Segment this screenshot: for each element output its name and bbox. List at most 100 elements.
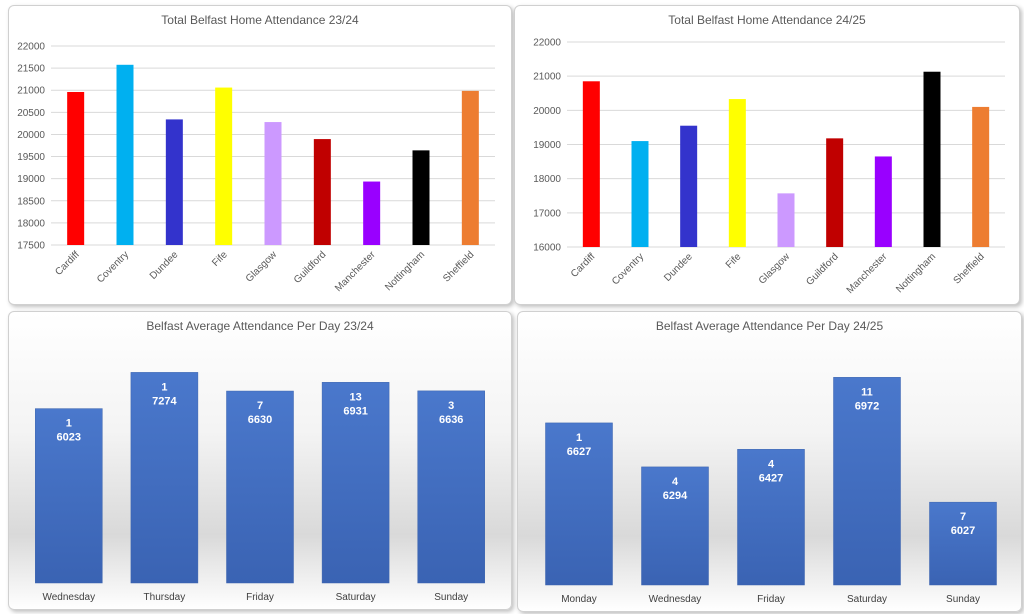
y-tick-label: 17500 (17, 241, 45, 252)
x-tick-label: Fife (210, 249, 230, 269)
chart-title: Belfast Average Attendance Per Day 23/24 (146, 319, 374, 333)
x-tick-label: Manchester (845, 251, 890, 296)
chart-svg: 1 6627 Monday 4 6294 Wednesday 4 6427 Friday 11 69… (545, 377, 997, 605)
bar-sunday (417, 390, 485, 584)
bar-friday (737, 449, 805, 586)
bar-value-label: 6931 (343, 405, 367, 417)
bar-glasgow (777, 193, 795, 247)
bar-dundee (165, 119, 183, 245)
x-tick-label: Fife (724, 251, 744, 271)
y-tick-label: 20000 (17, 130, 45, 141)
chart-svg: 1 6023 Wednesday 1 7274 Thursday 7 6630 Friday 13… (35, 372, 485, 603)
bar-monday (545, 422, 613, 586)
chart-svg: 16000 17000 18000 19000 20000 21000 22000 Cardi… (533, 38, 1005, 296)
bar-count-label: 1 (161, 381, 167, 393)
bar-count-label: 11 (861, 386, 873, 398)
y-tick-label: 18000 (533, 174, 561, 185)
x-tick-label: Cardiff (569, 251, 598, 280)
chart-title: Belfast Average Attendance Per Day 24/25 (655, 319, 884, 333)
bar-nottingham (412, 150, 430, 245)
bar-value-label: 6294 (663, 490, 688, 502)
bar-fife (728, 99, 746, 247)
x-tick-label: Saturday (336, 592, 376, 603)
x-tick-label: Cardiff (53, 249, 82, 278)
bar-value-label: 6027 (951, 525, 975, 537)
x-tick-label: Guildford (804, 251, 840, 287)
chart-title: Total Belfast Home Attendance 24/25 (668, 13, 866, 27)
x-tick-label: Sheffield (952, 251, 987, 286)
bar-cardiff (67, 91, 85, 245)
x-tick-label: Nottingham (894, 251, 938, 295)
bar-friday (226, 390, 294, 584)
bar-saturday (321, 382, 390, 584)
bar-dundee (680, 125, 698, 247)
x-tick-label: Thursday (144, 592, 186, 603)
x-tick-label: Guildford (292, 249, 328, 285)
y-tick-label: 22000 (17, 42, 45, 53)
y-tick-label: 18000 (17, 218, 45, 229)
y-tick-label: 21000 (17, 86, 45, 97)
bar-coventry (116, 64, 134, 245)
y-tick-label: 19000 (533, 140, 561, 151)
x-tick-label: Friday (757, 594, 785, 605)
x-tick-label: Coventry (610, 251, 646, 287)
chart-panel-team-attendance-2425: Total Belfast Home Attendance 24/25 1600… (514, 5, 1020, 305)
bar-coventry (631, 141, 649, 247)
bar-count-label: 1 (66, 418, 72, 430)
bar-sheffield (972, 106, 990, 248)
bar-count-label: 4 (768, 458, 775, 470)
bar-guildford (826, 138, 844, 247)
bar-count-label: 7 (257, 400, 263, 412)
bar-fife (215, 87, 233, 246)
bar-count-label: 3 (448, 400, 454, 412)
chart-panel-team-attendance-2324: Total Belfast Home Attendance 23/24 1750… (8, 5, 512, 305)
x-tick-label: Coventry (95, 249, 131, 285)
bar-count-label: 7 (960, 511, 966, 523)
x-tick-label: Nottingham (383, 249, 427, 293)
x-tick-label: Wednesday (649, 594, 702, 605)
y-tick-label: 18500 (17, 196, 45, 207)
bar-nottingham (923, 71, 941, 247)
bar-cardiff (582, 81, 600, 248)
x-tick-label: Dundee (662, 251, 695, 284)
y-tick-label: 17000 (533, 208, 561, 219)
x-tick-label: Dundee (148, 249, 181, 282)
bar-manchester (874, 156, 892, 247)
bar-value-label: 6427 (759, 472, 783, 484)
x-tick-label: Wednesday (42, 592, 95, 603)
bar-value-label: 6023 (57, 432, 81, 444)
y-tick-label: 21000 (533, 72, 561, 83)
x-tick-label: Glasgow (244, 249, 280, 285)
bar-value-label: 6636 (439, 414, 463, 426)
y-tick-label: 19500 (17, 152, 45, 163)
bar-value-label: 6627 (567, 446, 591, 458)
y-tick-label: 21500 (17, 64, 45, 75)
x-tick-label: Sheffield (441, 249, 476, 284)
bar-wednesday (641, 466, 709, 586)
x-tick-label: Sunday (434, 592, 468, 603)
x-tick-label: Glasgow (757, 251, 793, 287)
bar-count-label: 4 (672, 476, 679, 488)
bar-sunday (929, 501, 997, 586)
bar-manchester (363, 181, 381, 245)
chart-svg: 17500 18000 18500 19000 19500 20000 20500 21000… (17, 42, 495, 294)
x-tick-label: Manchester (333, 249, 378, 294)
bar-value-label: 6972 (855, 400, 879, 412)
x-tick-label: Sunday (946, 594, 980, 605)
bar-sheffield (461, 90, 479, 245)
x-tick-label: Monday (561, 594, 597, 605)
x-tick-label: Friday (246, 592, 274, 603)
bar-count-label: 13 (349, 391, 361, 403)
bar-value-label: 6630 (248, 414, 272, 426)
y-tick-label: 16000 (533, 243, 561, 254)
y-tick-label: 19000 (17, 174, 45, 185)
bar-count-label: 1 (576, 432, 582, 444)
bar-value-label: 7274 (152, 395, 177, 407)
chart-panel-day-attendance-2425: Belfast Average Attendance Per Day 24/25… (517, 311, 1022, 612)
chart-panel-day-attendance-2324: Belfast Average Attendance Per Day 23/24… (8, 311, 512, 610)
x-tick-label: Saturday (847, 594, 887, 605)
y-tick-label: 20000 (533, 106, 561, 117)
y-tick-label: 20500 (17, 108, 45, 119)
chart-title: Total Belfast Home Attendance 23/24 (161, 13, 359, 27)
bar-guildford (313, 139, 331, 245)
